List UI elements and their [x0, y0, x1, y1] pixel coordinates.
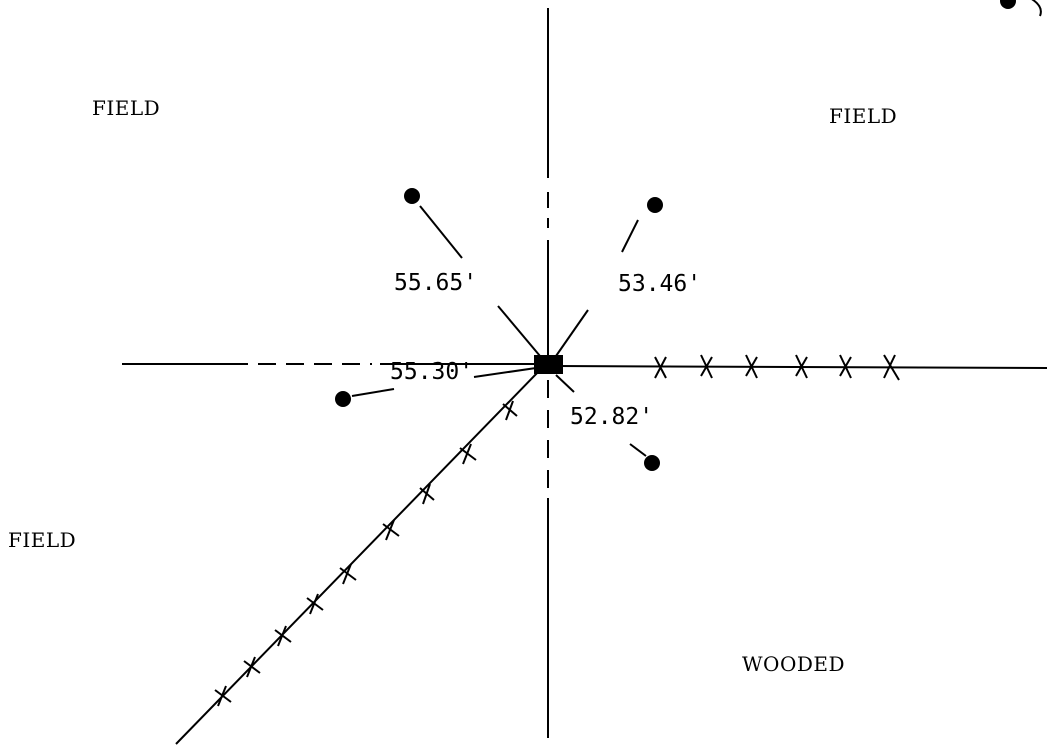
fence-marks-east: [654, 354, 900, 381]
distance-label-ne: 53.46': [618, 271, 702, 297]
leader-nw-lower: [497, 305, 541, 357]
survey-point-nw: [404, 188, 420, 204]
leader-ne-lower: [555, 309, 589, 357]
fence-marks-southwest: [214, 400, 518, 707]
area-label-top-right: FIELD: [829, 104, 898, 128]
distance-label-se: 52.82': [570, 404, 654, 430]
corner-mark: [1031, 0, 1042, 17]
center-marker: [534, 355, 563, 374]
distance-label-nw: 55.65': [394, 270, 478, 296]
leader-se-lower: [629, 443, 647, 457]
survey-point-w: [335, 391, 351, 407]
survey-point-se: [644, 455, 660, 471]
distance-label-w: 55.30': [390, 359, 474, 385]
leader-se-upper: [555, 374, 575, 393]
area-label-top-left: FIELD: [92, 96, 161, 120]
fence-line-southwest: [175, 369, 541, 745]
survey-point-ne: [647, 197, 663, 213]
leader-ne-upper: [621, 219, 639, 253]
survey-point-corner: [1000, 0, 1016, 9]
area-label-left: FIELD: [8, 528, 77, 552]
leader-w: [351, 388, 395, 397]
leader-w-inner: [473, 367, 537, 378]
area-label-bottom-right: WOODED: [742, 652, 846, 676]
leader-nw-upper: [419, 205, 463, 259]
